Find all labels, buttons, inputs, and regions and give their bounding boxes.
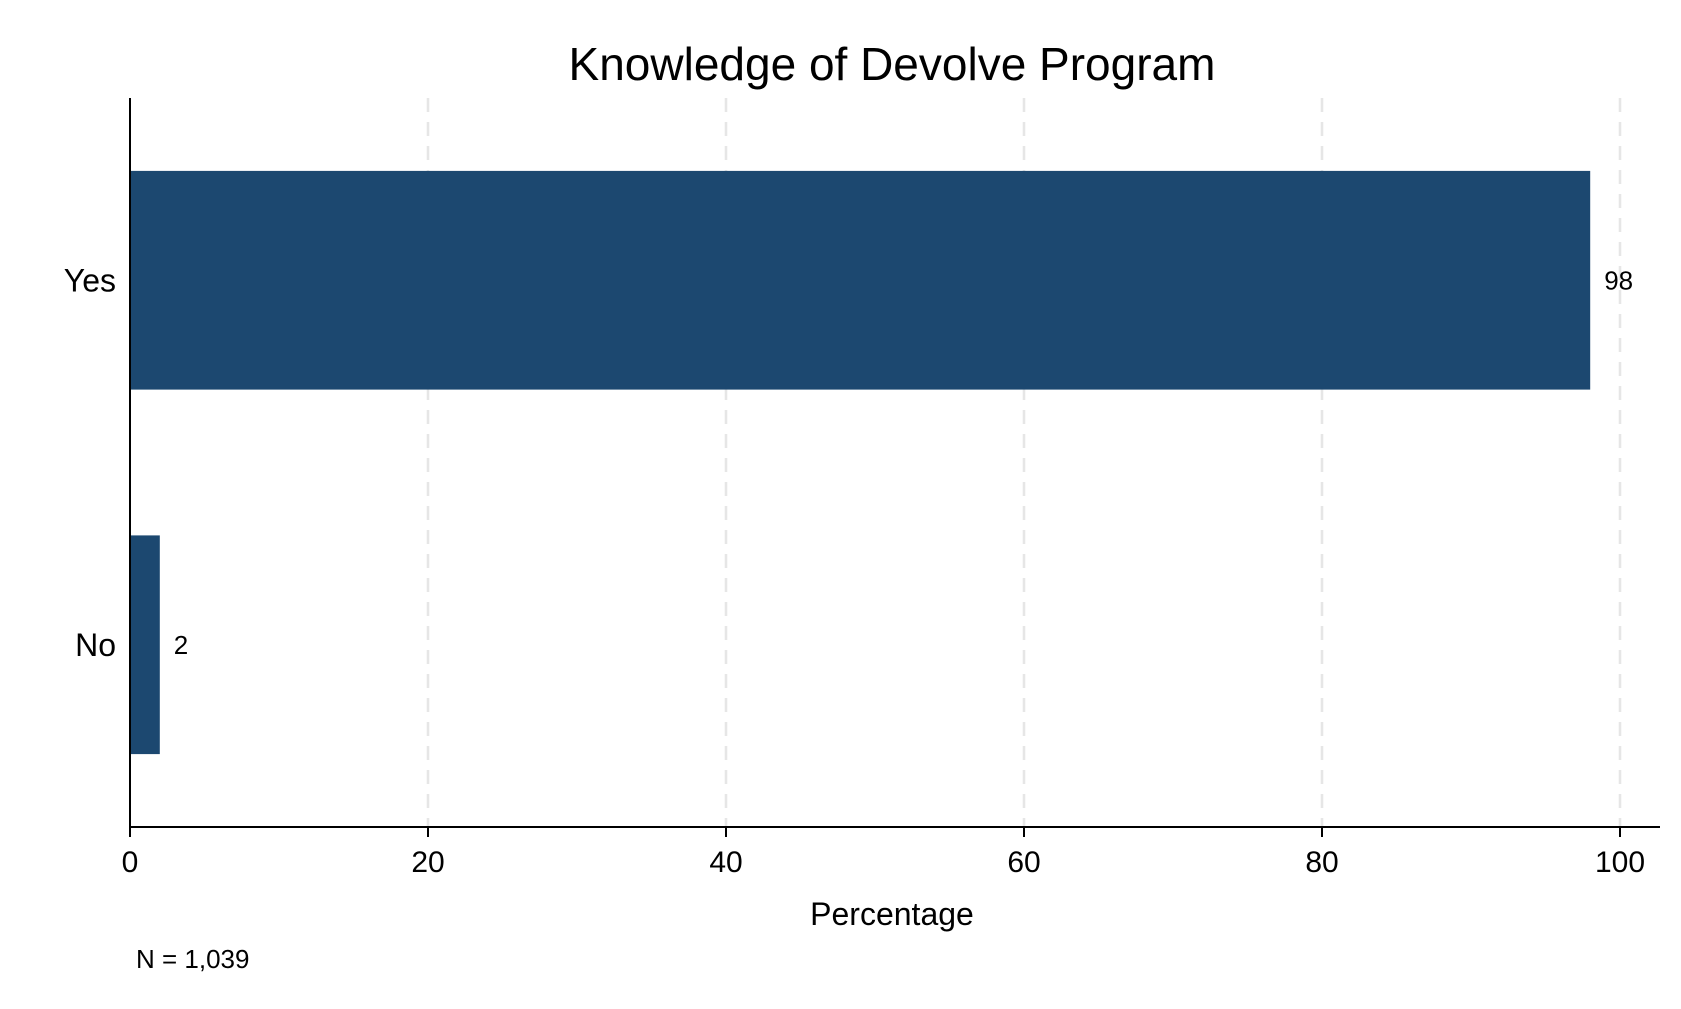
data-labels: 98 2	[174, 265, 1633, 660]
x-tick-label-40: 40	[709, 846, 742, 879]
bar-no	[130, 535, 160, 755]
x-ticks: 0 20 40 60 80 100	[122, 827, 1645, 879]
x-axis-title: Percentage	[810, 896, 974, 932]
data-label-no: 2	[174, 630, 188, 660]
axes	[129, 98, 1660, 828]
x-tick-label-100: 100	[1595, 846, 1645, 879]
bar-yes	[130, 170, 1591, 390]
category-label-yes: Yes	[64, 262, 116, 298]
x-tick-label-0: 0	[122, 846, 139, 879]
x-tick-label-60: 60	[1007, 846, 1040, 879]
sample-size-note: N = 1,039	[136, 944, 249, 974]
bars	[130, 170, 1591, 755]
category-label-no: No	[75, 627, 116, 663]
x-tick-label-20: 20	[411, 846, 444, 879]
data-label-yes: 98	[1604, 265, 1633, 295]
category-labels: Yes No	[64, 262, 116, 663]
chart-title: Knowledge of Devolve Program	[569, 38, 1216, 90]
x-tick-label-80: 80	[1305, 846, 1338, 879]
